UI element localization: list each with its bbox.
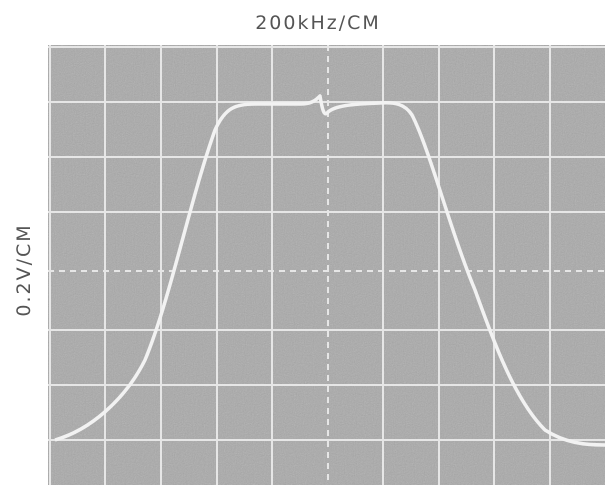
page: 200kHz/CM 0.2V/CM (() => { const data = …: [0, 0, 605, 485]
screen-grain: [48, 45, 605, 485]
scope-photo: 200kHz/CM 0.2V/CM: [0, 0, 605, 485]
title: 200kHz/CM: [255, 12, 381, 34]
y-label: 0.2V/CM: [13, 223, 35, 316]
